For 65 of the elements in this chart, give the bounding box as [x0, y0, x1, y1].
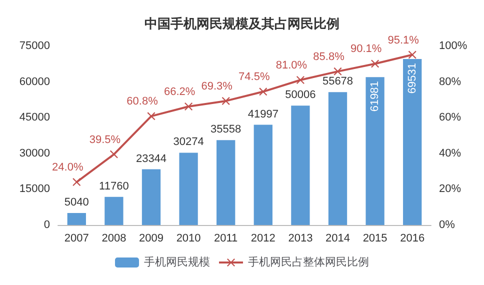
- point: [334, 67, 342, 76]
- data-label: 24.0%: [52, 162, 84, 174]
- point: [110, 150, 118, 158]
- data-label: 30274: [173, 136, 204, 148]
- x-tick-label: 2008: [102, 232, 126, 244]
- chart-title: 中国手机网民规模及其占网民比例: [144, 16, 340, 31]
- point: [408, 50, 416, 59]
- point: [222, 96, 230, 105]
- bar: [403, 59, 422, 225]
- x-tick-label: 2014: [326, 232, 350, 244]
- bar: [142, 169, 161, 225]
- x-tick-label: 2007: [64, 232, 89, 244]
- x-tick-label: 2015: [362, 232, 388, 244]
- point: [296, 76, 304, 84]
- y-tick-label: 30000: [19, 147, 50, 160]
- x-tick-label: 2012: [250, 232, 276, 244]
- point: [371, 60, 380, 68]
- y-tick-label: 60000: [19, 76, 50, 88]
- data-label: 95.1%: [388, 34, 420, 46]
- data-label: 61981: [369, 81, 382, 112]
- x-tick-label: 2016: [400, 232, 425, 244]
- data-label: 39.5%: [89, 134, 121, 146]
- y2-tick-label: 100%: [439, 40, 468, 52]
- bar: [216, 140, 236, 225]
- data-label: 74.5%: [238, 71, 270, 84]
- y2-tick-label: 80%: [439, 76, 462, 88]
- bar: [291, 106, 310, 225]
- bar: [179, 152, 198, 225]
- legend-label: 手机网民规模: [144, 256, 210, 268]
- bar: [67, 212, 86, 225]
- data-label: 23344: [136, 152, 167, 165]
- data-label: 41997: [248, 108, 278, 120]
- data-label: 85.8%: [313, 50, 345, 63]
- x-tick-label: 2009: [139, 232, 164, 244]
- data-label: 35558: [210, 124, 242, 136]
- data-label: 50006: [285, 89, 316, 102]
- data-label: 55678: [322, 76, 354, 88]
- bar: [104, 196, 124, 225]
- y-tick-label: 75000: [19, 40, 50, 52]
- y2-tick-label: 60%: [439, 112, 462, 124]
- point: [147, 112, 156, 120]
- data-label: 5040: [64, 196, 89, 208]
- y-tick-label: 0: [44, 219, 50, 231]
- x-tick-label: 2013: [288, 232, 313, 244]
- y-tick-label: 15000: [19, 183, 50, 196]
- data-label: 81.0%: [276, 60, 308, 72]
- data-label: 66.2%: [164, 86, 196, 98]
- y2-tick-label: 40%: [439, 147, 462, 160]
- y2-tick-label: 0%: [439, 219, 456, 231]
- y-tick-label: 45000: [19, 112, 50, 124]
- x-tick-label: 2011: [214, 232, 238, 244]
- bar: [366, 77, 384, 225]
- bar: [254, 124, 272, 225]
- point: [259, 88, 268, 96]
- data-label: 60.8%: [126, 96, 158, 108]
- y2-tick-label: 20%: [439, 183, 462, 196]
- x-tick-label: 2010: [176, 232, 201, 244]
- data-label: 69.3%: [201, 80, 233, 92]
- data-label: 69531: [406, 63, 418, 94]
- data-label: 90.1%: [350, 43, 382, 56]
- point: [72, 178, 81, 186]
- bar: [328, 92, 348, 225]
- point: [184, 102, 193, 110]
- legend-label: 手机网民占整体网民比例: [248, 256, 369, 268]
- data-label: 11760: [99, 180, 129, 192]
